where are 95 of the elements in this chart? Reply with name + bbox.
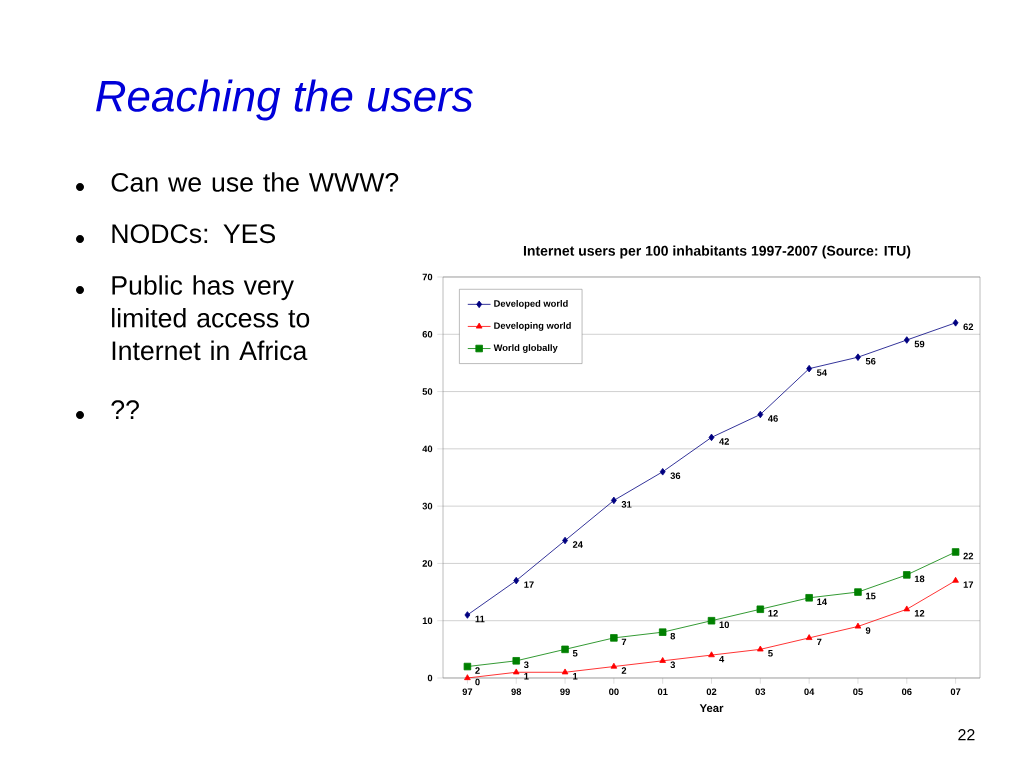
data-label: 12 [914, 610, 925, 617]
point [610, 634, 618, 642]
data-label: 12 [768, 610, 778, 617]
point [805, 594, 813, 602]
data-label: 7 [817, 638, 822, 646]
x-tick-label: 99 [560, 688, 570, 695]
data-label: 11 [475, 615, 485, 623]
point [951, 548, 960, 556]
legend-label: Developed world [494, 299, 568, 309]
data-label: 4 [719, 655, 725, 663]
data-label: 8 [670, 632, 676, 640]
y-tick-label: 10 [422, 617, 433, 625]
y-tick-label: 40 [422, 445, 433, 453]
x-tick-label: 04 [804, 688, 815, 695]
point [561, 645, 569, 654]
y-tick-label: 0 [427, 674, 433, 682]
y-tick-label: 30 [422, 502, 433, 510]
point [952, 319, 959, 327]
text: ?? [111, 400, 139, 419]
data-label: 2 [621, 667, 627, 674]
data-label: 46 [767, 415, 778, 422]
x-tick-label: 01 [657, 688, 668, 695]
data-label: 54 [816, 369, 827, 376]
data-label: 14 [817, 598, 827, 606]
data-label: 3 [523, 661, 529, 669]
y-tick-label: 20 [422, 560, 433, 567]
data-label: 62 [963, 323, 974, 331]
data-label: 2 [475, 667, 480, 674]
point [708, 433, 715, 442]
data-label: 10 [719, 621, 730, 629]
text: 22 [958, 729, 975, 741]
data-label: 59 [914, 340, 925, 348]
x-tick-label: 06 [901, 688, 912, 695]
point [512, 668, 520, 675]
text: Public has very limited access to Internet in Africa [112, 275, 310, 361]
point [659, 468, 666, 476]
data-label: 24 [572, 541, 583, 548]
text: NODCs: YES [112, 224, 275, 244]
point [854, 622, 862, 629]
point [610, 662, 618, 669]
y-tick-label: 60 [422, 330, 433, 338]
data-label: 1 [524, 673, 529, 680]
data-label: 18 [914, 575, 925, 583]
chart-subtitle: Internet users per 100 inhabitants 1997-2007 (Source: ITU) [523, 245, 911, 259]
x-tick-label: 98 [511, 688, 522, 695]
chart-title: Reaching the users [96, 79, 473, 121]
data-label: 42 [719, 438, 730, 445]
point [464, 611, 471, 619]
y-tick-label: 50 [422, 388, 433, 395]
point [512, 657, 520, 665]
point [903, 336, 910, 344]
point [659, 657, 666, 663]
point [854, 588, 862, 596]
point [463, 662, 472, 671]
point [464, 674, 471, 681]
x-tick-label: 00 [609, 688, 619, 695]
point [903, 605, 911, 612]
point [610, 496, 617, 505]
x-tick-label: 07 [950, 688, 961, 695]
data-label: 15 [866, 592, 876, 600]
point [707, 616, 716, 625]
data-label: 36 [670, 472, 681, 480]
point [952, 576, 959, 583]
point [903, 571, 911, 579]
x-tick-label: 97 [462, 688, 473, 695]
x-tick-label: 02 [706, 688, 717, 695]
data-label: 5 [572, 650, 578, 657]
point [805, 634, 813, 640]
y-tick-label: 70 [422, 273, 433, 281]
x-axis-title: Year [699, 704, 724, 713]
data-label: 56 [865, 357, 876, 365]
x-tick-label: 05 [853, 688, 863, 695]
data-label: 17 [524, 581, 534, 588]
data-label: 7 [621, 638, 627, 646]
point [513, 576, 520, 585]
point [806, 364, 813, 373]
data-label: 31 [621, 501, 632, 508]
data-label: 1 [573, 673, 578, 680]
data-label: 9 [865, 627, 871, 634]
point [757, 645, 764, 652]
data-label: 22 [963, 552, 974, 560]
text: Can we use the WWW? [111, 172, 399, 192]
point [658, 628, 667, 636]
data-label: 0 [475, 678, 480, 686]
data-label: 5 [768, 650, 773, 657]
x-tick-label: 03 [755, 688, 766, 696]
data-label: 17 [963, 581, 974, 588]
point [757, 410, 764, 419]
legend-label: Developing world [494, 322, 571, 331]
point [708, 651, 715, 658]
point [855, 353, 861, 361]
point [561, 668, 569, 675]
legend-label: World globally [493, 344, 558, 353]
point [756, 605, 765, 613]
data-label: 3 [670, 661, 676, 669]
